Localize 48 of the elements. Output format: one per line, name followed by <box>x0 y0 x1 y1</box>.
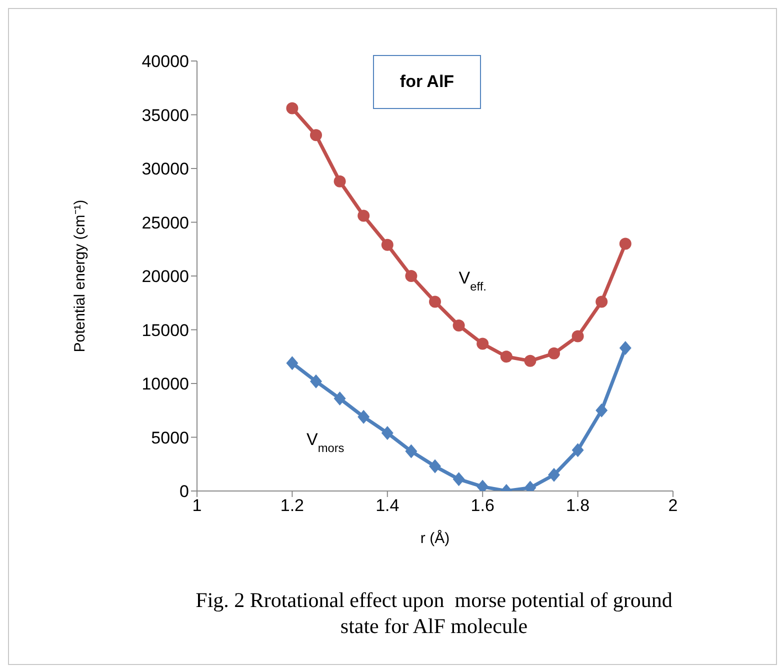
point <box>286 356 298 370</box>
point <box>476 338 489 350</box>
point <box>381 426 394 440</box>
point <box>334 392 346 406</box>
y-axis-title: Potential energy (cm⁻¹) <box>71 200 88 352</box>
text: for AlF <box>400 72 454 92</box>
series-label: V$_{eff.}$ <box>458 268 486 294</box>
point <box>405 444 418 458</box>
point <box>596 403 608 418</box>
point <box>548 468 560 482</box>
point <box>310 129 322 142</box>
y-tick-label: 0 <box>180 482 189 502</box>
point <box>548 347 560 360</box>
point <box>452 319 465 332</box>
y-tick-label: 40000 <box>142 52 189 72</box>
point <box>381 238 394 251</box>
y-tick-label: 20000 <box>142 267 189 286</box>
y-tick-label: 5000 <box>151 428 189 448</box>
point <box>358 210 370 222</box>
x-tick-label: 1 <box>192 496 202 516</box>
point <box>310 374 322 388</box>
point <box>524 354 536 367</box>
y-tick-label: 15000 <box>142 320 189 340</box>
point <box>405 270 418 282</box>
point <box>334 175 346 188</box>
x-tick-label: 1.8 <box>566 496 590 516</box>
point <box>619 341 632 356</box>
point <box>286 102 298 114</box>
caption: Fig. 2 Rrotational effect upon morse potential of ground state for AlF molecule <box>194 587 674 639</box>
series-label: V$_{mors}$ <box>306 430 344 455</box>
point <box>452 472 465 486</box>
point <box>572 443 584 458</box>
x-axis-title: r (Å) <box>420 529 450 547</box>
point <box>500 350 512 363</box>
point <box>358 410 370 424</box>
x-tick-label: 1.4 <box>376 496 400 516</box>
point <box>429 296 441 308</box>
point <box>572 330 584 342</box>
point <box>429 459 441 474</box>
y-tick-label: 10000 <box>142 374 189 394</box>
point <box>619 238 632 250</box>
x-tick-label: 1.6 <box>470 496 494 516</box>
point <box>596 296 608 308</box>
y-tick-label: 35000 <box>142 106 189 125</box>
x-tick-label: 2 <box>668 496 678 516</box>
y-tick-label: 30000 <box>142 160 189 179</box>
x-tick-label: 1.2 <box>280 496 304 516</box>
y-tick-label: 25000 <box>142 213 189 232</box>
